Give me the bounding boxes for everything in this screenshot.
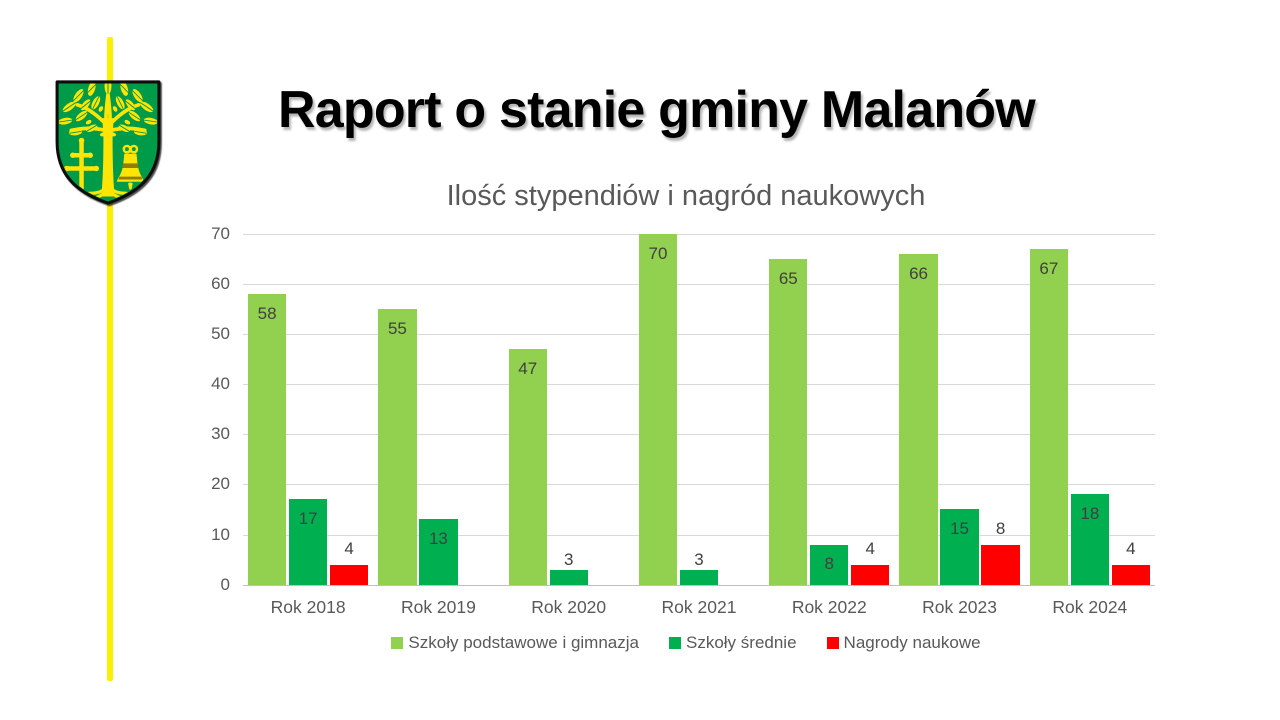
gridline xyxy=(243,484,1155,486)
bar-value-label: 55 xyxy=(387,318,407,338)
legend-label: Szkoły podstawowe i gimnazja xyxy=(408,633,639,652)
x-axis-line xyxy=(243,584,1155,586)
bell-icon xyxy=(116,144,145,190)
y-tick-label: 0 xyxy=(220,574,230,594)
x-category-label: Rok 2023 xyxy=(922,597,998,617)
bar xyxy=(549,569,588,585)
legend-swatch-icon xyxy=(668,637,681,649)
y-tick-label: 30 xyxy=(211,424,230,444)
legend-label: Szkoły średnie xyxy=(685,633,797,652)
bar-value-label: 47 xyxy=(518,358,538,378)
legend-item: Szkoły średnie xyxy=(668,633,797,653)
x-category-label: Rok 2018 xyxy=(270,597,346,617)
x-category-label: Rok 2020 xyxy=(531,597,607,617)
y-tick-label: 20 xyxy=(211,474,230,494)
y-tick-label: 60 xyxy=(211,274,230,294)
y-tick-label: 10 xyxy=(211,524,230,544)
bar-value-label: 67 xyxy=(1039,258,1059,278)
bar xyxy=(288,499,328,585)
bar xyxy=(378,309,417,585)
bar xyxy=(1111,564,1151,585)
bar xyxy=(851,564,890,585)
bar xyxy=(329,564,369,585)
bar-value-label: 4 xyxy=(344,538,354,558)
gridline xyxy=(243,384,1155,386)
legend-item: Szkoły podstawowe i gimnazja xyxy=(391,633,639,653)
bar-value-label: 8 xyxy=(995,518,1006,538)
bar xyxy=(638,234,678,585)
gridline xyxy=(243,334,1155,336)
bar-value-label: 17 xyxy=(298,508,318,528)
bar xyxy=(1029,249,1069,585)
bar-value-label: 66 xyxy=(909,263,929,283)
bar xyxy=(769,259,808,585)
bar-value-label: 4 xyxy=(865,538,875,558)
gridline xyxy=(243,534,1155,536)
bar xyxy=(679,569,719,585)
x-category-label: Rok 2022 xyxy=(791,597,867,617)
y-tick-label: 70 xyxy=(211,224,230,243)
legend-item: Nagrody naukowe xyxy=(826,633,981,653)
y-tick-label: 40 xyxy=(211,374,230,394)
bar xyxy=(810,544,849,585)
chart-legend: Szkoły podstawowe i gimnazja Szkoły średn… xyxy=(200,633,1172,653)
tree-icon xyxy=(58,83,158,202)
x-category-label: Rok 2021 xyxy=(661,597,737,617)
y-tick-label: 50 xyxy=(211,324,230,344)
bar-value-label: 8 xyxy=(824,554,834,574)
cross-icon xyxy=(64,137,100,195)
accent-line xyxy=(107,37,113,681)
gridline xyxy=(243,284,1155,286)
bar-value-label: 13 xyxy=(428,528,448,548)
legend-label: Nagrody naukowe xyxy=(843,633,981,652)
slide-title: Raport o stanie gminy Malanów xyxy=(278,81,1036,139)
bar-value-label: 58 xyxy=(257,303,277,323)
chart-title: Ilość stypendiów i nagród naukowych xyxy=(446,180,926,212)
bar-value-label: 70 xyxy=(648,243,668,263)
bar xyxy=(419,519,458,585)
gridline xyxy=(243,434,1155,436)
gridline xyxy=(243,234,1155,235)
bar-value-label: 3 xyxy=(563,549,574,569)
bar-value-label: 3 xyxy=(694,549,704,569)
legend-swatch-icon xyxy=(826,637,839,649)
bar xyxy=(940,509,979,585)
bar xyxy=(1070,494,1110,585)
coat-of-arms xyxy=(55,80,161,205)
bar-value-label: 4 xyxy=(1126,538,1136,558)
x-category-label: Rok 2019 xyxy=(400,597,476,617)
bar xyxy=(247,294,287,585)
bar-value-label: 15 xyxy=(950,518,970,538)
x-category-label: Rok 2024 xyxy=(1052,597,1128,617)
bar-value-label: 65 xyxy=(778,268,798,288)
legend-swatch-icon xyxy=(391,637,404,649)
bar xyxy=(981,544,1020,585)
bar xyxy=(899,254,938,585)
bar xyxy=(508,349,547,585)
bar-value-label: 18 xyxy=(1080,503,1100,523)
